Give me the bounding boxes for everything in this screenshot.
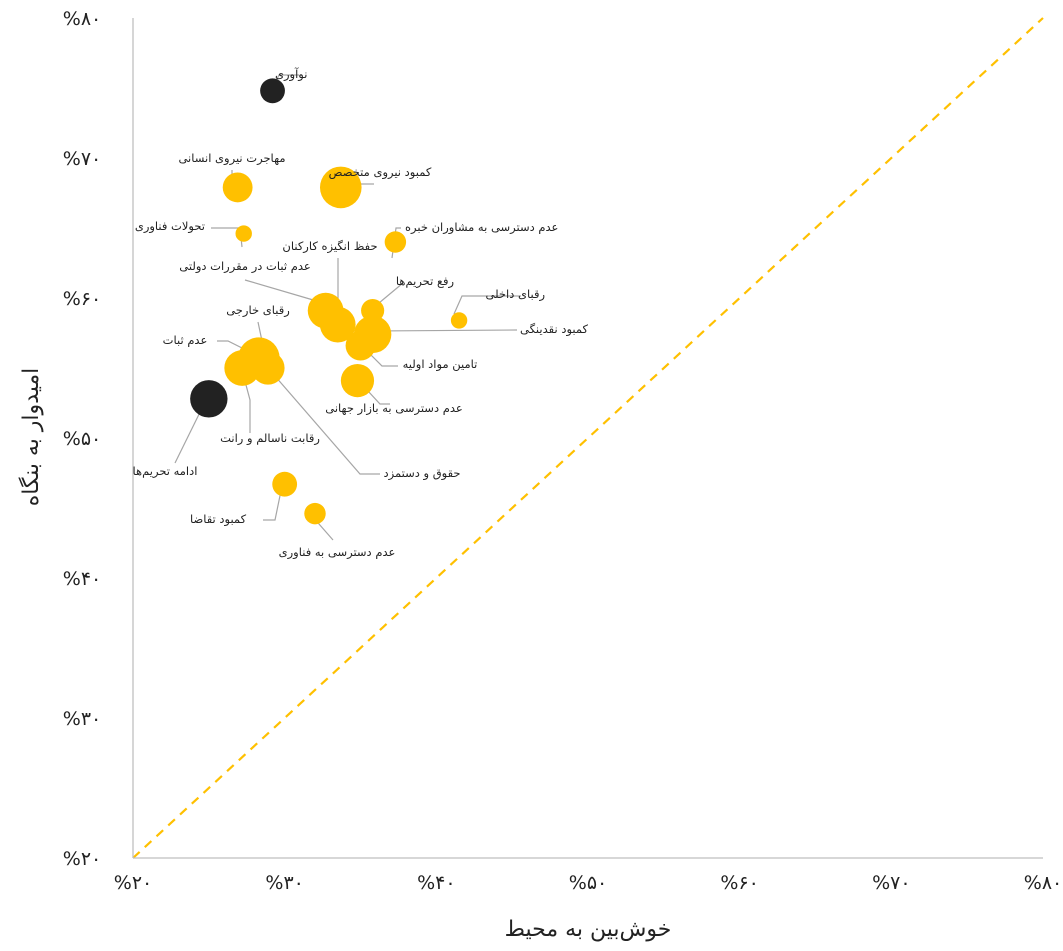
point-label: عدم دسترسی به فناوری [279, 545, 396, 560]
point-label: عدم دسترسی به مشاوران خبره [405, 220, 558, 235]
point-label: ادامه تحریم‌ها [133, 464, 198, 479]
data-point [222, 172, 253, 203]
data-point [345, 330, 376, 361]
y-tick-label: %۴۰ [63, 568, 101, 590]
x-tick-label: %۷۰ [872, 872, 910, 894]
data-point [304, 502, 326, 525]
y-tick-label: %۳۰ [63, 708, 101, 730]
reference-diagonal-line [132, 17, 1044, 859]
x-axis-title: خوش‌بین به محیط [505, 917, 672, 942]
point-label: کمبود نیروی متخصص [329, 165, 432, 180]
data-point [340, 364, 375, 398]
point-label: حفظ انگیزه کارکنان [282, 239, 377, 254]
x-tick-label: %۴۰ [417, 872, 455, 894]
x-tick-label: %۲۰ [114, 872, 152, 894]
data-point [272, 471, 298, 497]
point-label: تحولات فناوری [135, 219, 205, 234]
leader-line [263, 485, 283, 521]
y-tick-label: %۶۰ [63, 288, 101, 310]
data-point [307, 292, 344, 329]
data-point [450, 312, 468, 329]
leader-line [267, 367, 380, 475]
leader-line [453, 295, 521, 315]
y-tick-label: %۲۰ [63, 848, 101, 870]
data-points [190, 78, 468, 525]
data-point [224, 350, 261, 386]
data-point [319, 166, 362, 209]
point-label: عدم دسترسی به بازار جهانی [325, 401, 463, 416]
x-tick-label: %۵۰ [569, 872, 607, 894]
point-label: رقابت ناسالم و رانت [220, 431, 320, 446]
point-label: عدم ثبات [163, 333, 208, 347]
leader-line [244, 279, 321, 303]
leader-line [374, 329, 518, 332]
data-point [235, 225, 252, 242]
point-labels: نوآوری مهاجرت نیروی انسانی کمبود نیروی متخ… [133, 67, 589, 560]
data-point [251, 351, 285, 385]
data-point [384, 231, 407, 253]
point-label: عدم ثبات در مقررات دولتی [179, 259, 310, 274]
y-axis-title: امیدوار به بنگاه [18, 368, 44, 507]
point-label: رقبای خارجی [226, 303, 290, 318]
axes [132, 18, 1043, 859]
x-tick-label: %۳۰ [265, 872, 303, 894]
point-label: کمبود تقاضا [190, 512, 247, 527]
point-label: مهاجرت نیروی انسانی [178, 151, 285, 166]
y-tick-label: %۸۰ [63, 8, 101, 30]
point-label: رفع تحریم‌ها [396, 274, 454, 289]
point-label: حقوق و دستمزد [384, 466, 461, 481]
x-tick-label: %۶۰ [720, 872, 758, 894]
y-tick-label: %۵۰ [63, 428, 101, 450]
point-label: رقبای داخلی [486, 287, 546, 302]
point-label: تامین مواد اولیه [403, 357, 478, 372]
data-point [190, 380, 228, 418]
y-tick-label: %۷۰ [63, 148, 101, 170]
data-point [260, 78, 285, 104]
point-label: نوآوری [275, 67, 307, 82]
tick-labels: %۲۰ %۳۰ %۴۰ %۵۰ %۶۰ %۷۰ %۸۰ %۲۰ %۳۰ %۴۰ %۵۰ %۶۰ %۷۰%… [63, 8, 1062, 894]
reference-layer [132, 17, 1044, 859]
data-point [361, 299, 385, 323]
point-label: کمبود نقدینگی [520, 322, 588, 337]
x-tick-label: %۸۰ [1024, 872, 1062, 894]
